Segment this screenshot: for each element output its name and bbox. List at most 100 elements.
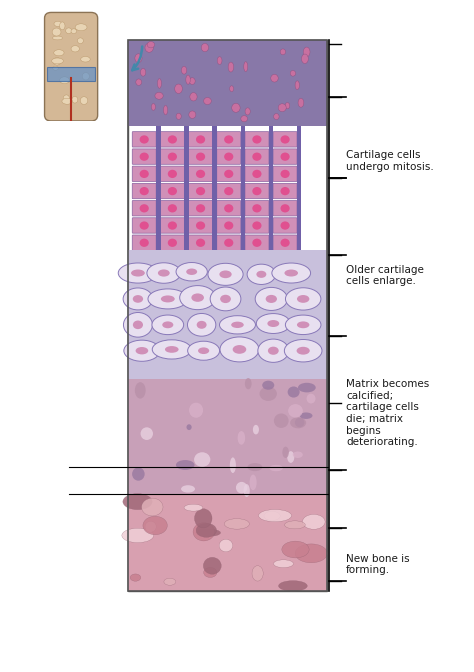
Ellipse shape [168, 204, 177, 212]
Ellipse shape [158, 269, 170, 277]
Ellipse shape [118, 263, 158, 283]
Ellipse shape [196, 170, 205, 178]
Ellipse shape [290, 71, 296, 76]
FancyBboxPatch shape [273, 149, 297, 164]
Ellipse shape [196, 221, 205, 230]
Ellipse shape [273, 114, 279, 120]
FancyBboxPatch shape [160, 218, 184, 233]
Ellipse shape [186, 75, 190, 84]
Ellipse shape [176, 263, 207, 281]
Ellipse shape [190, 93, 197, 101]
Ellipse shape [258, 339, 289, 362]
Ellipse shape [77, 38, 83, 44]
Ellipse shape [140, 187, 149, 196]
Ellipse shape [196, 135, 205, 144]
Ellipse shape [130, 574, 141, 581]
Ellipse shape [281, 221, 290, 230]
FancyBboxPatch shape [132, 166, 156, 181]
Ellipse shape [148, 289, 188, 309]
Ellipse shape [186, 269, 197, 275]
Ellipse shape [297, 321, 310, 328]
Ellipse shape [188, 341, 219, 360]
Ellipse shape [181, 485, 195, 493]
Ellipse shape [72, 96, 78, 103]
Ellipse shape [71, 46, 79, 52]
Ellipse shape [258, 509, 292, 521]
Ellipse shape [232, 103, 240, 112]
Ellipse shape [157, 79, 162, 88]
Ellipse shape [142, 498, 163, 516]
Ellipse shape [168, 221, 177, 230]
Ellipse shape [247, 264, 275, 284]
Bar [128, 379, 327, 495]
Ellipse shape [164, 579, 176, 585]
Ellipse shape [152, 340, 191, 359]
Ellipse shape [264, 511, 280, 521]
FancyBboxPatch shape [132, 132, 156, 147]
Ellipse shape [295, 544, 328, 563]
Ellipse shape [281, 153, 290, 161]
Ellipse shape [191, 294, 204, 302]
Ellipse shape [244, 484, 250, 497]
Ellipse shape [53, 67, 58, 70]
Ellipse shape [284, 521, 305, 529]
Ellipse shape [189, 403, 203, 418]
Ellipse shape [279, 581, 307, 591]
Ellipse shape [168, 187, 177, 196]
Bar [240, 126, 245, 250]
Ellipse shape [256, 314, 290, 333]
Ellipse shape [224, 170, 233, 178]
Ellipse shape [140, 69, 146, 76]
Ellipse shape [256, 271, 266, 278]
Ellipse shape [197, 321, 207, 329]
Ellipse shape [54, 50, 64, 56]
FancyBboxPatch shape [189, 149, 212, 164]
Ellipse shape [196, 523, 217, 538]
Ellipse shape [285, 288, 321, 310]
FancyBboxPatch shape [132, 235, 156, 251]
Ellipse shape [140, 221, 149, 230]
Ellipse shape [123, 288, 153, 310]
FancyBboxPatch shape [160, 183, 184, 199]
FancyBboxPatch shape [160, 132, 184, 147]
Ellipse shape [133, 321, 143, 329]
Bar [297, 126, 301, 250]
Ellipse shape [140, 239, 149, 247]
Ellipse shape [147, 263, 181, 284]
FancyBboxPatch shape [217, 235, 241, 251]
Ellipse shape [228, 62, 234, 72]
Ellipse shape [217, 56, 222, 65]
Ellipse shape [281, 135, 290, 144]
Ellipse shape [208, 263, 243, 286]
Ellipse shape [281, 187, 290, 196]
Ellipse shape [210, 287, 241, 311]
FancyBboxPatch shape [189, 183, 212, 199]
Ellipse shape [186, 424, 191, 430]
FancyBboxPatch shape [132, 200, 156, 216]
Ellipse shape [224, 187, 233, 196]
Ellipse shape [189, 111, 196, 118]
Ellipse shape [298, 383, 316, 392]
Ellipse shape [293, 452, 303, 458]
Ellipse shape [196, 204, 205, 212]
FancyBboxPatch shape [189, 218, 212, 233]
FancyBboxPatch shape [217, 166, 241, 181]
Ellipse shape [288, 386, 300, 398]
Ellipse shape [201, 44, 209, 52]
Ellipse shape [168, 239, 177, 247]
Ellipse shape [193, 523, 214, 541]
Ellipse shape [196, 187, 205, 196]
FancyBboxPatch shape [273, 183, 297, 199]
Ellipse shape [252, 187, 262, 196]
Ellipse shape [187, 313, 216, 336]
Ellipse shape [140, 170, 149, 178]
Ellipse shape [285, 315, 321, 335]
Ellipse shape [176, 460, 194, 470]
FancyBboxPatch shape [217, 132, 241, 147]
Ellipse shape [285, 103, 290, 109]
Ellipse shape [236, 482, 247, 493]
Ellipse shape [233, 345, 246, 353]
Ellipse shape [54, 22, 62, 26]
Ellipse shape [168, 153, 177, 161]
Ellipse shape [283, 447, 289, 458]
